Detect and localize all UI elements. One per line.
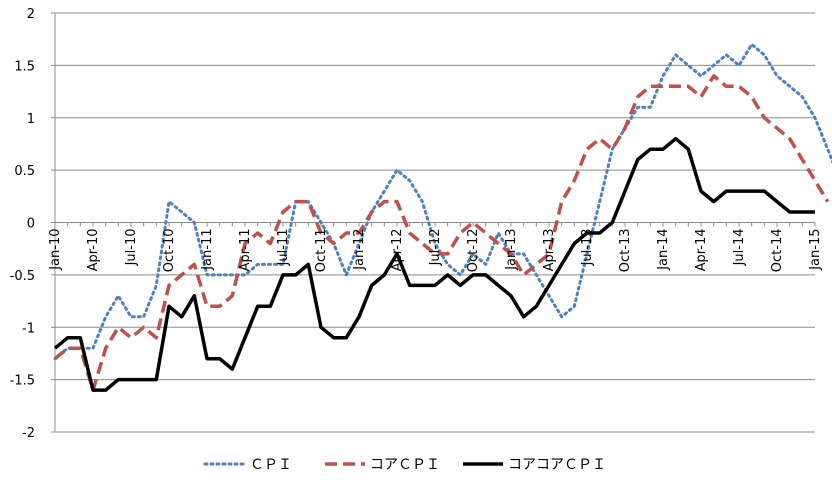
x-tick-label: Apr-11 bbox=[238, 229, 253, 272]
x-tick-label: Jul-12 bbox=[428, 229, 443, 267]
y-tick-label: -1.5 bbox=[10, 374, 35, 389]
x-tick-label: Jul-14 bbox=[732, 229, 747, 267]
x-tick-label: Jan-12 bbox=[352, 229, 367, 271]
x-tick-label: Jul-10 bbox=[124, 229, 139, 267]
series-lines bbox=[53, 42, 832, 392]
x-tick-label: Oct-11 bbox=[314, 229, 329, 273]
x-tick-label: Apr-13 bbox=[542, 229, 557, 272]
series-line-1 bbox=[53, 42, 832, 361]
x-tick-label: Apr-14 bbox=[694, 229, 709, 272]
x-tick-label: Jul-11 bbox=[276, 229, 291, 267]
y-tick-label: 0.5 bbox=[14, 164, 35, 179]
y-tick-label: 1.5 bbox=[14, 59, 35, 74]
legend-label-1: ＣＰＩ bbox=[250, 457, 292, 473]
x-tick-labels: Jan-10 Apr-10 Jul-10 Oct-10 Jan-11 Apr-11 Jul-… bbox=[48, 229, 823, 273]
y-tick-label: -2 bbox=[22, 426, 35, 441]
y-tick-label: -1 bbox=[22, 321, 35, 336]
legend-label-2: コアＣＰＩ bbox=[370, 457, 440, 473]
series-line-3 bbox=[53, 136, 815, 392]
x-tick-label: Jan-13 bbox=[504, 229, 519, 271]
y-tick-label: 0 bbox=[27, 217, 35, 232]
legend: ＣＰＩ コアＣＰＩ コアコアＣＰＩ bbox=[203, 457, 606, 473]
x-tick-label: Jan-11 bbox=[200, 229, 215, 271]
x-tick-label: Apr-10 bbox=[86, 229, 101, 272]
axes bbox=[51, 12, 816, 433]
y-tick-label: -0.5 bbox=[10, 269, 35, 284]
y-tick-labels: 2 1.5 1 0.5 0 -0.5 -1 -1.5 -2 bbox=[10, 7, 35, 441]
x-tick-label: Oct-10 bbox=[162, 229, 177, 273]
x-tick-label: Oct-12 bbox=[466, 229, 481, 273]
y-tick-label: 2 bbox=[27, 7, 35, 22]
series-line-2 bbox=[53, 74, 830, 392]
x-tick-label: Oct-14 bbox=[770, 229, 785, 273]
x-tick-label: Jan-15 bbox=[808, 229, 823, 271]
x-tick-label: Jul-13 bbox=[580, 229, 595, 267]
y-tick-label: 1 bbox=[27, 112, 35, 127]
x-tick-label: Apr-12 bbox=[390, 229, 405, 272]
x-tick-label: Jan-14 bbox=[656, 229, 671, 271]
x-tick-label: Oct-13 bbox=[618, 229, 633, 273]
x-tick-label: Jan-10 bbox=[48, 229, 63, 271]
legend-label-3: コアコアＣＰＩ bbox=[508, 457, 606, 473]
